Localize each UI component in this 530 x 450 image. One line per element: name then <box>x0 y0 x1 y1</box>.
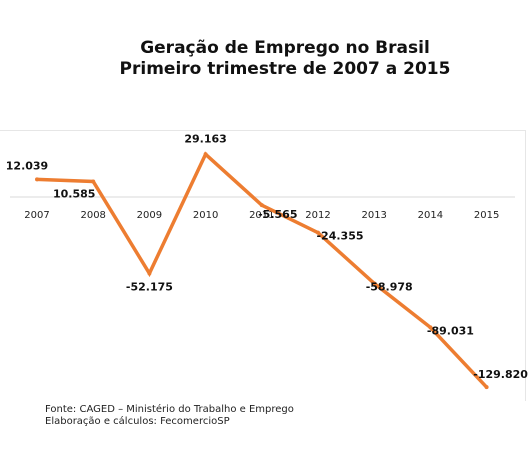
source-line-2: Elaboração e cálculos: FecomercioSP <box>45 416 230 427</box>
chart-title-block: Geração de Emprego no Brasil Primeiro tr… <box>0 38 530 80</box>
data-label-2009: -52.175 <box>126 280 173 293</box>
x-tick-label-2014: 2014 <box>418 210 443 221</box>
data-point-2015 <box>484 385 489 390</box>
source-line-1: Fonte: CAGED – Ministério do Trabalho e … <box>45 404 294 415</box>
data-point-2009 <box>147 271 152 276</box>
data-label-2011: -5.565 <box>258 208 297 221</box>
data-label-2007: 12.039 <box>6 159 48 172</box>
data-point-2008 <box>91 179 96 184</box>
data-point-2013 <box>372 281 377 286</box>
x-tick-label-2008: 2008 <box>80 210 105 221</box>
data-label-2010: 29.163 <box>184 132 226 145</box>
data-point-2014 <box>428 325 433 330</box>
data-point-2012 <box>316 230 320 235</box>
chart-frame <box>0 130 526 401</box>
x-tick-label-2007: 2007 <box>24 210 49 221</box>
data-point-2011 <box>259 203 264 208</box>
data-label-2012: -24.355 <box>316 230 363 243</box>
x-tick-label-2015: 2015 <box>474 210 499 221</box>
chart-subtitle: Primeiro trimestre de 2007 a 2015 <box>119 59 451 79</box>
source-note: Fonte: CAGED – Ministério do Trabalho e … <box>45 404 294 428</box>
x-tick-label-2011: 2011 <box>249 210 274 221</box>
x-tick-label-2013: 2013 <box>361 210 386 221</box>
x-tick-label-2012: 2012 <box>305 210 330 221</box>
chart-title: Geração de Emprego no Brasil <box>140 38 430 58</box>
data-point-2010 <box>203 152 208 157</box>
data-label-2015: -129.820 <box>473 368 528 381</box>
data-label-2008: 10.585 <box>53 187 95 200</box>
data-point-2007 <box>35 177 39 182</box>
series-line <box>36 151 488 389</box>
x-tick-label-2010: 2010 <box>193 210 218 221</box>
x-tick-label-2009: 2009 <box>137 210 162 221</box>
data-label-2014: -89.031 <box>427 324 474 337</box>
data-label-2013: -58.978 <box>366 280 413 293</box>
